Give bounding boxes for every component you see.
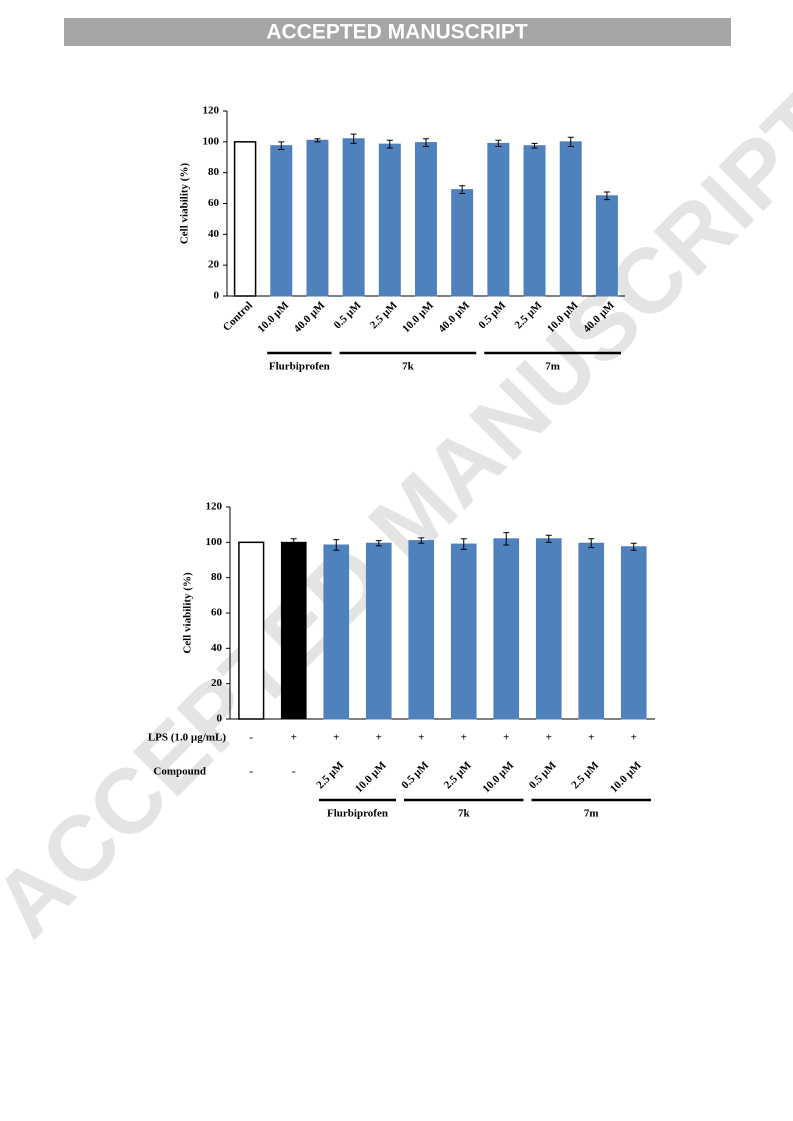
- y-tick-label: 60: [211, 607, 223, 619]
- error-bar: [531, 142, 538, 149]
- error-bar: [495, 139, 502, 147]
- error-bar: [418, 537, 425, 544]
- error-bar: [459, 185, 466, 194]
- error-bar: [545, 534, 552, 543]
- error-bar: [588, 538, 595, 549]
- bar: [578, 542, 605, 720]
- y-tick-label: 80: [208, 166, 220, 178]
- x-tick-label: 0.5 μM: [399, 759, 431, 791]
- bar: [620, 546, 647, 720]
- lps-label: +: [333, 732, 339, 744]
- lps-label: +: [631, 732, 637, 744]
- y-tick-label: 120: [203, 105, 220, 117]
- bar: [535, 538, 562, 720]
- error-bar: [423, 138, 429, 147]
- bar: [559, 141, 582, 297]
- error-bar: [630, 542, 637, 551]
- bar: [451, 189, 474, 297]
- x-tick-label: 0.5 μM: [332, 299, 364, 331]
- group-label: 7m: [584, 808, 599, 820]
- x-tick-label: 40.0 μM: [436, 299, 472, 335]
- bar: [238, 541, 265, 720]
- group-label: 7m: [545, 361, 560, 373]
- lps-label: +: [418, 732, 424, 744]
- y-tick-label: 20: [211, 677, 223, 689]
- bar: [365, 542, 392, 720]
- y-axis-label: Cell viability (%): [179, 163, 191, 245]
- error-bar: [503, 532, 510, 546]
- bar: [323, 544, 350, 720]
- bar: [415, 142, 437, 297]
- bar: [523, 145, 546, 297]
- y-tick-label: 60: [208, 197, 220, 209]
- lps-label: -: [249, 732, 253, 744]
- y-tick-label: 40: [208, 228, 220, 240]
- row-label: Compound: [153, 766, 206, 778]
- error-bar: [290, 538, 297, 547]
- group-label: 7k: [458, 808, 471, 820]
- y-tick-label: 40: [211, 642, 223, 654]
- lps-label: +: [546, 732, 552, 744]
- group-label: 7k: [402, 361, 415, 373]
- x-tick-label: 2.5 μM: [442, 759, 474, 791]
- bar: [408, 540, 435, 720]
- x-tick-label: 2.5 μM: [569, 759, 601, 791]
- row-label: LPS (1.0 µg/mL): [148, 732, 226, 744]
- bar: [493, 538, 520, 720]
- x-tick-label: 10.0 μM: [480, 759, 516, 795]
- lps-label: +: [503, 732, 509, 744]
- x-tick-label: 40.0 μM: [292, 299, 328, 335]
- x-tick-label: 10.0 μM: [608, 759, 644, 795]
- error-bar: [460, 538, 467, 550]
- x-tick-label: Control: [221, 299, 255, 333]
- bar: [342, 138, 365, 297]
- bar: [595, 195, 618, 297]
- error-bar: [386, 139, 393, 149]
- bar: [270, 145, 293, 297]
- y-tick-label: 0: [214, 290, 220, 302]
- x-tick-label: 0.5 μM: [476, 299, 508, 331]
- y-tick-label: 20: [208, 259, 220, 271]
- error-bar: [333, 539, 340, 551]
- x-tick-label: 2.5 μM: [314, 759, 346, 791]
- group-label: Flurbiprofen: [327, 808, 388, 820]
- lps-label: +: [376, 732, 382, 744]
- header-title: ACCEPTED MANUSCRIPT: [266, 21, 528, 44]
- bar: [233, 141, 257, 297]
- lps-label: +: [588, 732, 594, 744]
- y-tick-label: 80: [211, 571, 223, 583]
- x-tick-label: -: [292, 766, 296, 778]
- x-tick-label: -: [249, 766, 253, 778]
- y-axis-label: Cell viability (%): [182, 572, 194, 654]
- bar: [306, 139, 329, 297]
- lps-label: +: [461, 732, 467, 744]
- error-bar: [314, 138, 321, 143]
- x-tick-label: 10.0 μM: [400, 299, 436, 335]
- lps-label: +: [291, 732, 297, 744]
- error-bar: [603, 191, 610, 201]
- y-tick-label: 0: [217, 713, 223, 725]
- y-tick-label: 120: [206, 501, 223, 513]
- group-label: Flurbiprofen: [269, 361, 330, 373]
- error-bar: [567, 136, 574, 147]
- y-tick-label: 100: [203, 135, 220, 147]
- header-bar: [64, 18, 731, 46]
- error-bar: [375, 540, 382, 547]
- bar: [280, 541, 307, 720]
- bar: [450, 543, 477, 720]
- y-tick-label: 100: [206, 536, 223, 548]
- bar: [487, 142, 510, 297]
- x-tick-label: 0.5 μM: [527, 759, 559, 791]
- x-tick-label: 2.5 μM: [368, 299, 400, 331]
- error-bar: [350, 133, 357, 144]
- error-bar: [278, 141, 285, 151]
- x-tick-label: 10.0 μM: [353, 759, 389, 795]
- x-tick-label: 10.0 μM: [255, 299, 291, 335]
- bar: [378, 143, 401, 297]
